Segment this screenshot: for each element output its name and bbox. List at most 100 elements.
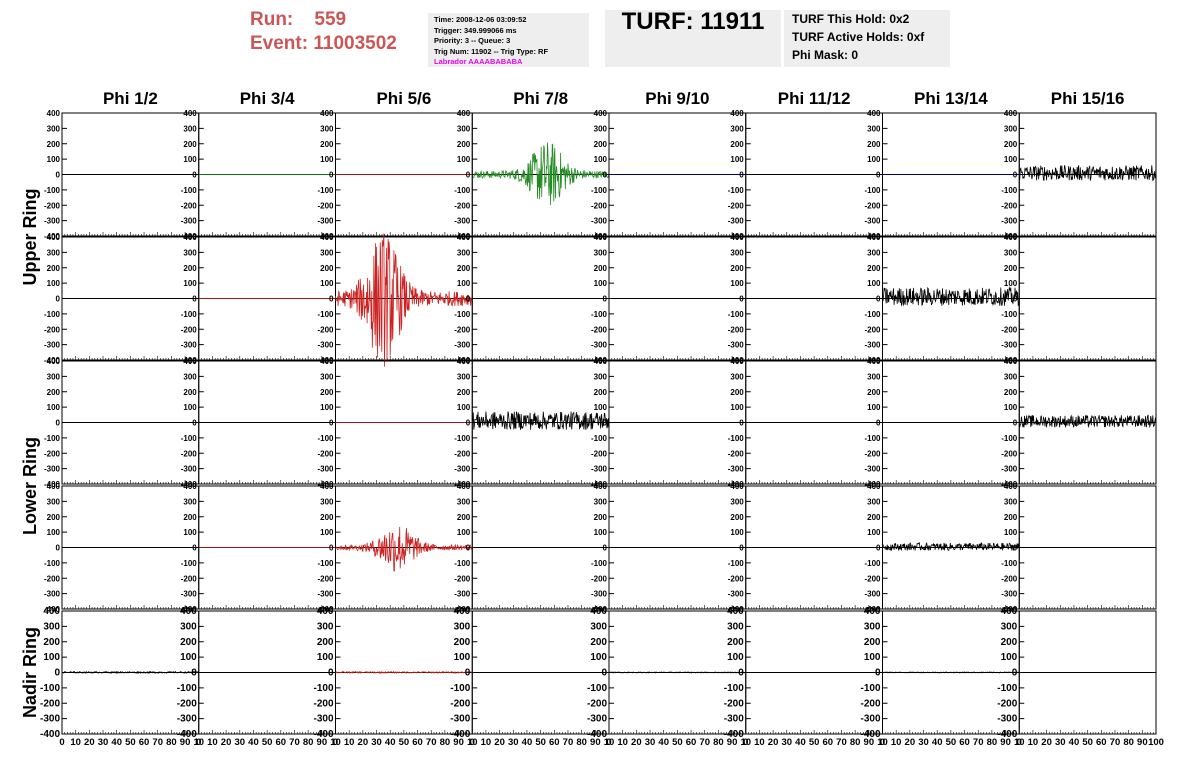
y-tick-label: -300 xyxy=(1001,341,1018,350)
y-tick-label: 0 xyxy=(192,544,197,553)
y-tick-label: -100 xyxy=(317,186,334,195)
y-tick-label: -300 xyxy=(997,714,1017,725)
y-tick-label: -300 xyxy=(450,714,470,725)
y-tick-label: 0 xyxy=(738,668,744,679)
y-tick-label: 400 xyxy=(320,109,334,118)
x-tick-label: 0 xyxy=(59,737,64,748)
x-tick-label: 40 xyxy=(111,737,122,748)
event-value: 11003502 xyxy=(313,33,397,54)
y-tick-label: -100 xyxy=(450,683,470,694)
y-tick-label: 400 xyxy=(727,606,744,617)
y-tick-label: 100 xyxy=(454,652,471,663)
y-tick-label: -100 xyxy=(1001,434,1018,443)
y-tick-label: -200 xyxy=(864,574,881,583)
y-tick-label: -400 xyxy=(44,480,61,489)
y-tick-label: 200 xyxy=(1001,637,1018,648)
y-tick-label: 400 xyxy=(1004,482,1018,491)
y-tick-label: 0 xyxy=(54,668,60,679)
y-tick-label: -300 xyxy=(591,590,608,599)
y-tick-label: 100 xyxy=(867,528,881,537)
y-tick-label: 100 xyxy=(457,155,471,164)
y-tick-label: 300 xyxy=(457,124,471,133)
y-tick-label: 300 xyxy=(457,372,471,381)
y-tick-label: -100 xyxy=(728,186,745,195)
y-tick-label: 0 xyxy=(465,668,471,679)
y-tick-label: -200 xyxy=(864,449,881,458)
y-tick-label: -100 xyxy=(181,310,198,319)
y-tick-label: -100 xyxy=(724,683,744,694)
y-tick-label: -200 xyxy=(454,574,471,583)
y-tick-label: -400 xyxy=(313,729,333,740)
y-tick-label: 100 xyxy=(867,403,881,412)
y-tick-label: 200 xyxy=(47,140,61,149)
y-tick-label: 100 xyxy=(864,652,881,663)
y-tick-label: 200 xyxy=(457,264,471,273)
y-tick-label: -100 xyxy=(864,559,881,568)
y-tick-label: -100 xyxy=(40,683,60,694)
y-tick-label: -400 xyxy=(317,605,334,614)
turf-this-hold: TURF This Hold: 0x2 xyxy=(792,12,910,26)
y-tick-label: 0 xyxy=(56,295,61,304)
y-tick-label: 0 xyxy=(1013,419,1018,428)
y-tick-label: -200 xyxy=(181,325,198,334)
x-tick-label: 60 xyxy=(1096,737,1107,748)
y-tick-label: 100 xyxy=(320,528,334,537)
y-tick-label: 400 xyxy=(867,233,881,242)
y-tick-label: 100 xyxy=(183,155,197,164)
column-header: Phi 9/10 xyxy=(645,89,709,108)
y-tick-label: -200 xyxy=(997,698,1017,709)
info-time: Time: 2008-12-06 03:09:52 xyxy=(434,15,527,24)
y-tick-label: 200 xyxy=(183,388,197,397)
y-tick-label: -100 xyxy=(864,186,881,195)
y-tick-label: -300 xyxy=(454,217,471,226)
y-tick-label: 400 xyxy=(867,357,881,366)
phi-mask: Phi Mask: 0 xyxy=(792,48,859,62)
y-tick-label: 400 xyxy=(864,606,881,617)
column-header: Phi 7/8 xyxy=(513,89,568,108)
y-tick-label: -100 xyxy=(454,559,471,568)
y-tick-label: -200 xyxy=(591,574,608,583)
y-tick-label: -300 xyxy=(591,341,608,350)
y-tick-label: 300 xyxy=(730,248,744,257)
y-tick-label: -300 xyxy=(454,341,471,350)
column-header: Phi 3/4 xyxy=(240,89,295,108)
x-tick-label: 20 xyxy=(494,737,505,748)
trigger-info-panel: Time: 2008-12-06 03:09:52 Trigger: 349.9… xyxy=(428,13,589,67)
y-tick-label: -300 xyxy=(313,714,333,725)
y-tick-label: 0 xyxy=(192,295,197,304)
y-tick-label: -300 xyxy=(860,714,880,725)
y-tick-label: 200 xyxy=(457,513,471,522)
y-tick-label: 300 xyxy=(47,497,61,506)
y-tick-label: 300 xyxy=(47,124,61,133)
y-tick-label: -400 xyxy=(181,605,198,614)
waveform-trace xyxy=(1018,165,1157,182)
y-tick-label: -100 xyxy=(1001,559,1018,568)
x-tick-label: 80 xyxy=(303,737,314,748)
y-tick-label: 0 xyxy=(603,419,608,428)
y-tick-label: -200 xyxy=(181,574,198,583)
y-tick-label: 200 xyxy=(730,388,744,397)
y-tick-label: -300 xyxy=(591,465,608,474)
y-tick-label: 200 xyxy=(320,140,334,149)
y-tick-label: 300 xyxy=(183,497,197,506)
y-tick-label: 200 xyxy=(320,388,334,397)
y-tick-label: -200 xyxy=(728,325,745,334)
y-tick-label: 0 xyxy=(329,544,334,553)
y-tick-label: -100 xyxy=(728,559,745,568)
y-tick-label: -400 xyxy=(864,480,881,489)
y-tick-label: 200 xyxy=(590,637,607,648)
x-tick-label: 70 xyxy=(973,737,984,748)
y-tick-label: 0 xyxy=(56,419,61,428)
x-tick-label: 90 xyxy=(453,737,464,748)
y-tick-label: 400 xyxy=(317,606,334,617)
y-tick-label: 0 xyxy=(329,171,334,180)
y-tick-label: 100 xyxy=(320,279,334,288)
y-tick-label: 400 xyxy=(47,109,61,118)
x-tick-label: 70 xyxy=(289,737,300,748)
y-tick-label: -100 xyxy=(997,683,1017,694)
y-tick-label: -200 xyxy=(864,201,881,210)
info-trignum: Trig Num: 11902 -- Trig Type: RF xyxy=(434,46,549,56)
x-tick-label: 90 xyxy=(1137,737,1148,748)
x-tick-label: 30 xyxy=(371,737,382,748)
run-value: 559 xyxy=(314,9,347,30)
